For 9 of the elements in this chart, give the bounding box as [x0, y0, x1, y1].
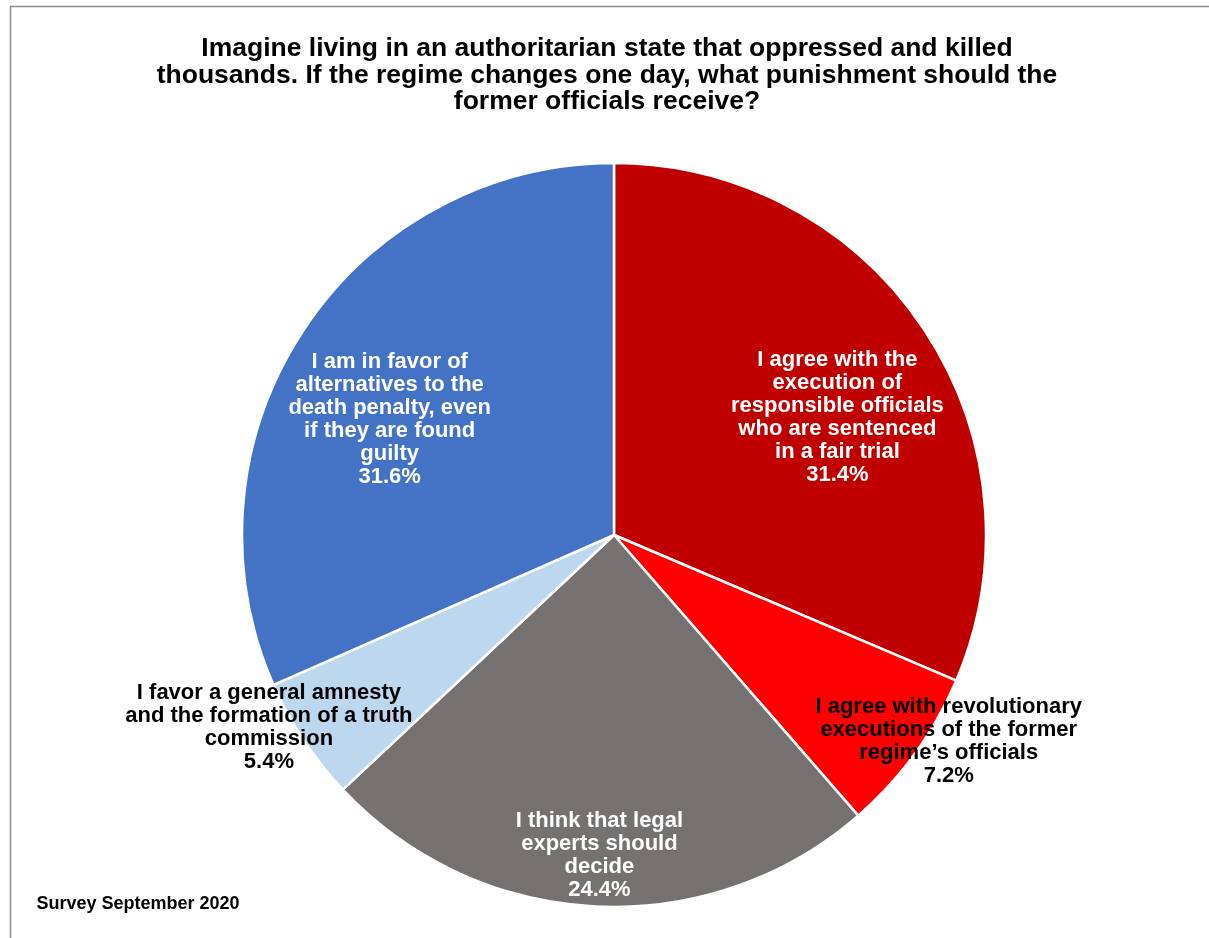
slice-label: I think that legal experts should decide: [515, 806, 684, 878]
slice-label: I favor a general amnesty and the formation of a truth commission: [125, 678, 413, 750]
data-label: 5.4%: [243, 747, 294, 773]
chart-title: Imagine living in an authoritarian state that oppressed and killed thousands. If the regime changes one day, what punishment should the former officials receive?: [156, 32, 1058, 115]
text: Survey September 2020: [36, 893, 240, 913]
data-label: 24.4%: [568, 875, 631, 901]
data-label: 7.2%: [923, 762, 974, 788]
data-label: 31.4%: [806, 461, 869, 487]
slice-label: I agree with the execution of responsible officials who are sentenced in a fair trial: [731, 346, 944, 464]
